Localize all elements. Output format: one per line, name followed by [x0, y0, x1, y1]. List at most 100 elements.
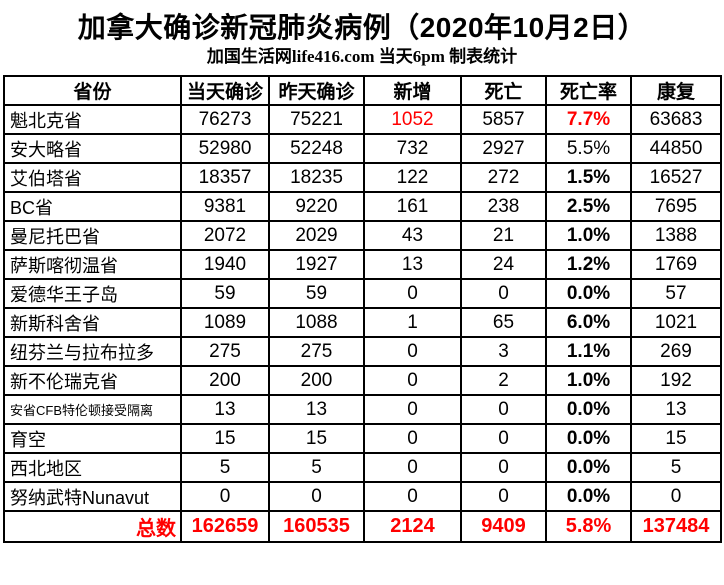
table-row: 安大略省 52980 52248 732 2927 5.5% 44850 — [3, 133, 722, 164]
column-header-2: 昨天确诊 — [268, 75, 365, 106]
cell-province: 西北地区 — [3, 452, 182, 483]
cell-deaths: 24 — [460, 249, 547, 280]
cell-new: 0 — [363, 423, 462, 454]
cell-province: 安省CFB特伦顿接受隔离 — [3, 394, 182, 425]
cell-yesterday: 9220 — [268, 191, 365, 222]
cell-deaths: 3 — [460, 336, 547, 367]
cell-deaths: 0 — [460, 452, 547, 483]
cell-recovered: 16527 — [630, 162, 722, 193]
cell-province: 魁北克省 — [3, 104, 182, 135]
table-row: 艾伯塔省 18357 18235 122 272 1.5% 16527 — [3, 162, 722, 193]
cell-deaths: 0 — [460, 278, 547, 309]
cell-recovered: 1769 — [630, 249, 722, 280]
cell-rate: 0.0% — [545, 423, 632, 454]
cell-rate: 0.0% — [545, 452, 632, 483]
cell-today: 1089 — [180, 307, 270, 338]
cell-province: 纽芬兰与拉布拉多 — [3, 336, 182, 367]
cell-new: 122 — [363, 162, 462, 193]
cell-rate: 0.0% — [545, 278, 632, 309]
cell-province: 曼尼托巴省 — [3, 220, 182, 251]
cell-recovered: 269 — [630, 336, 722, 367]
cell-rate: 1.2% — [545, 249, 632, 280]
cell-today: 13 — [180, 394, 270, 425]
cell-yesterday: 18235 — [268, 162, 365, 193]
cell-deaths: 65 — [460, 307, 547, 338]
table-row: 新不伦瑞克省 200 200 0 2 1.0% 192 — [3, 365, 722, 396]
totals-today: 162659 — [180, 510, 270, 543]
cell-recovered: 15 — [630, 423, 722, 454]
table-row: 安省CFB特伦顿接受隔离 13 13 0 0 0.0% 13 — [3, 394, 722, 425]
cell-yesterday: 59 — [268, 278, 365, 309]
cell-province: 爱德华王子岛 — [3, 278, 182, 309]
cell-rate: 7.7% — [545, 104, 632, 135]
cell-yesterday: 2029 — [268, 220, 365, 251]
column-header-3: 新增 — [363, 75, 462, 106]
cell-today: 1940 — [180, 249, 270, 280]
cell-rate: 0.0% — [545, 394, 632, 425]
cell-new: 0 — [363, 365, 462, 396]
cell-yesterday: 75221 — [268, 104, 365, 135]
cell-today: 200 — [180, 365, 270, 396]
cell-today: 76273 — [180, 104, 270, 135]
cell-yesterday: 0 — [268, 481, 365, 512]
cell-yesterday: 52248 — [268, 133, 365, 164]
table-row: 萨斯喀彻温省 1940 1927 13 24 1.2% 1769 — [3, 249, 722, 280]
table-row: 魁北克省 76273 75221 1052 5857 7.7% 63683 — [3, 104, 722, 135]
cell-new: 0 — [363, 394, 462, 425]
cell-yesterday: 275 — [268, 336, 365, 367]
cell-today: 52980 — [180, 133, 270, 164]
cell-today: 2072 — [180, 220, 270, 251]
totals-yesterday: 160535 — [268, 510, 365, 543]
cell-deaths: 2 — [460, 365, 547, 396]
cell-recovered: 7695 — [630, 191, 722, 222]
cell-yesterday: 200 — [268, 365, 365, 396]
column-header-4: 死亡 — [460, 75, 547, 106]
column-header-6: 康复 — [630, 75, 722, 106]
cell-deaths: 5857 — [460, 104, 547, 135]
cell-deaths: 0 — [460, 394, 547, 425]
cell-new: 1052 — [363, 104, 462, 135]
cell-rate: 5.5% — [545, 133, 632, 164]
totals-recovered: 137484 — [630, 510, 722, 543]
totals-new: 2124 — [363, 510, 462, 543]
column-header-1: 当天确诊 — [180, 75, 270, 106]
cell-province: 新斯科舍省 — [3, 307, 182, 338]
cell-new: 0 — [363, 452, 462, 483]
cell-recovered: 192 — [630, 365, 722, 396]
cell-rate: 6.0% — [545, 307, 632, 338]
cell-recovered: 44850 — [630, 133, 722, 164]
cell-recovered: 5 — [630, 452, 722, 483]
page-title: 加拿大确诊新冠肺炎病例（2020年10月2日） — [77, 12, 647, 43]
cell-rate: 2.5% — [545, 191, 632, 222]
cell-yesterday: 1927 — [268, 249, 365, 280]
covid-stats-table: 省份 当天确诊 昨天确诊 新增 死亡 死亡率 康复 魁北克省 76273 75221 1052 58… — [3, 75, 722, 543]
cell-rate: 1.5% — [545, 162, 632, 193]
cell-rate: 1.0% — [545, 220, 632, 251]
cell-deaths: 0 — [460, 481, 547, 512]
cell-new: 161 — [363, 191, 462, 222]
header-row: 省份 当天确诊 昨天确诊 新增 死亡 死亡率 康复 — [3, 75, 722, 106]
cell-today: 59 — [180, 278, 270, 309]
cell-province: 安大略省 — [3, 133, 182, 164]
cell-new: 13 — [363, 249, 462, 280]
cell-deaths: 272 — [460, 162, 547, 193]
table-row: 西北地区 5 5 0 0 0.0% 5 — [3, 452, 722, 483]
cell-recovered: 63683 — [630, 104, 722, 135]
column-header-5: 死亡率 — [545, 75, 632, 106]
cell-today: 275 — [180, 336, 270, 367]
cell-recovered: 1388 — [630, 220, 722, 251]
totals-deaths: 9409 — [460, 510, 547, 543]
cell-today: 5 — [180, 452, 270, 483]
cell-province: 努纳武特Nunavut — [3, 481, 182, 512]
table-row: BC省 9381 9220 161 238 2.5% 7695 — [3, 191, 722, 222]
cell-recovered: 0 — [630, 481, 722, 512]
column-header-0: 省份 — [3, 75, 182, 106]
cell-yesterday: 13 — [268, 394, 365, 425]
cell-new: 732 — [363, 133, 462, 164]
cell-today: 15 — [180, 423, 270, 454]
cell-province: 新不伦瑞克省 — [3, 365, 182, 396]
cell-deaths: 21 — [460, 220, 547, 251]
cell-rate: 1.1% — [545, 336, 632, 367]
cell-recovered: 57 — [630, 278, 722, 309]
